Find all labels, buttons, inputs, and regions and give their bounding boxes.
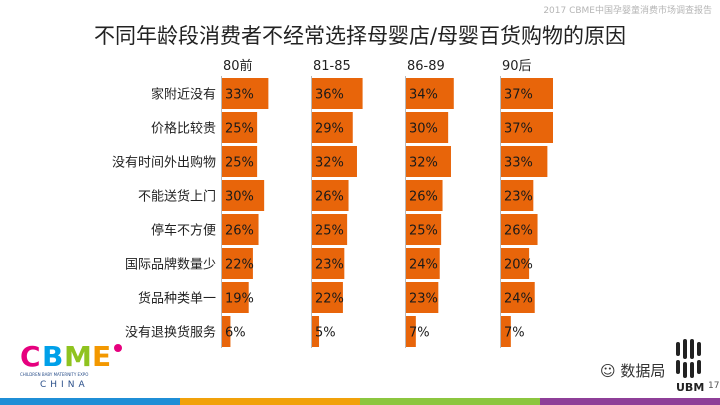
data-label: 30% xyxy=(225,190,254,205)
bar xyxy=(222,112,258,143)
data-label: 24% xyxy=(409,258,438,273)
category-label: 停车不方便 xyxy=(151,223,216,239)
category-label: 国际品牌数量少 xyxy=(125,257,216,273)
bar xyxy=(501,282,535,313)
wechat-account: ☺ 数据局 xyxy=(600,360,665,381)
series-label: 86-89 xyxy=(407,59,445,74)
data-label: 24% xyxy=(504,292,533,307)
bar xyxy=(312,146,357,177)
data-label: 19% xyxy=(225,292,254,307)
bar xyxy=(312,248,345,279)
category-label: 不能送货上门 xyxy=(138,189,216,205)
bar xyxy=(312,282,343,313)
bar xyxy=(312,214,348,245)
footer-segment xyxy=(540,398,720,405)
bar xyxy=(501,248,530,279)
category-label: 家附近没有 xyxy=(151,87,216,103)
page-number: 17 xyxy=(708,381,720,391)
data-label: 25% xyxy=(409,224,438,239)
data-label: 36% xyxy=(315,88,344,103)
chart-title: 不同年龄段消费者不经常选择母婴店/母婴百货购物的原因 xyxy=(93,24,627,48)
bar xyxy=(406,78,454,109)
bar xyxy=(501,112,553,143)
bar xyxy=(406,248,440,279)
bar xyxy=(501,78,553,109)
data-label: 29% xyxy=(315,122,344,137)
data-label: 26% xyxy=(504,224,533,239)
data-label: 23% xyxy=(315,258,344,273)
footer-segment xyxy=(0,398,180,405)
bar xyxy=(406,146,451,177)
category-label: 没有退换货服务 xyxy=(125,325,216,341)
data-label: 5% xyxy=(315,326,336,341)
category-label: 价格比较贵 xyxy=(151,121,216,137)
data-label: 37% xyxy=(504,88,533,103)
logo-letter: E xyxy=(92,340,111,373)
cbme-logo: C B M E CHILDREN BABY MATERNITY EXPO xyxy=(20,340,122,377)
series-label: 81-85 xyxy=(313,59,351,74)
data-label: 32% xyxy=(409,156,438,171)
bar xyxy=(222,214,259,245)
bar xyxy=(406,180,443,211)
data-label: 23% xyxy=(409,292,438,307)
data-label: 30% xyxy=(409,122,438,137)
data-label: 33% xyxy=(225,88,254,103)
logo-letter: M xyxy=(64,340,92,373)
bar xyxy=(312,316,320,347)
data-label: 26% xyxy=(315,190,344,205)
data-label: 26% xyxy=(225,224,254,239)
bar xyxy=(222,180,265,211)
data-label: 25% xyxy=(225,122,254,137)
bar xyxy=(406,214,442,245)
bar xyxy=(222,282,249,313)
series-label: 80前 xyxy=(223,58,253,74)
footer-color-strip xyxy=(0,398,720,405)
wechat-icon: ☺ xyxy=(600,362,616,380)
data-label: 23% xyxy=(504,190,533,205)
data-label: 7% xyxy=(504,326,525,341)
logo-letter: B xyxy=(42,340,63,373)
data-label: 32% xyxy=(315,156,344,171)
bar xyxy=(501,180,534,211)
bar xyxy=(501,214,538,245)
bar xyxy=(222,146,258,177)
series-label: 90后 xyxy=(502,59,532,74)
data-label: 37% xyxy=(504,122,533,137)
ubm-logo-icon xyxy=(676,339,701,378)
data-label: 20% xyxy=(504,258,533,273)
logo-letter: C xyxy=(20,340,41,373)
data-label: 25% xyxy=(315,224,344,239)
wechat-name: 数据局 xyxy=(620,362,666,380)
footer-segment xyxy=(180,398,360,405)
data-label: 22% xyxy=(225,258,254,273)
data-label: 26% xyxy=(409,190,438,205)
bar xyxy=(501,146,548,177)
data-label: 25% xyxy=(225,156,254,171)
logo-sub: CHINA xyxy=(40,380,89,390)
bar xyxy=(222,78,269,109)
bar xyxy=(222,316,231,347)
bar xyxy=(501,316,511,347)
bar xyxy=(406,316,416,347)
category-label: 货品种类单一 xyxy=(138,291,216,307)
data-label: 33% xyxy=(504,156,533,171)
bar xyxy=(406,282,439,313)
bar xyxy=(312,112,353,143)
footer-segment xyxy=(360,398,540,405)
bar xyxy=(312,78,363,109)
logo-tagline: CHILDREN BABY MATERNITY EXPO xyxy=(20,372,88,377)
data-label: 34% xyxy=(409,88,438,103)
data-label: 6% xyxy=(225,326,246,341)
data-label: 22% xyxy=(315,292,344,307)
ubm-text: UBM xyxy=(676,381,705,394)
report-header: 2017 CBME中国孕婴童消费市场调查报告 xyxy=(543,6,712,16)
bar xyxy=(312,180,349,211)
data-label: 7% xyxy=(409,326,430,341)
bar xyxy=(222,248,253,279)
category-label: 没有时间外出购物 xyxy=(112,155,216,171)
bar xyxy=(406,112,449,143)
